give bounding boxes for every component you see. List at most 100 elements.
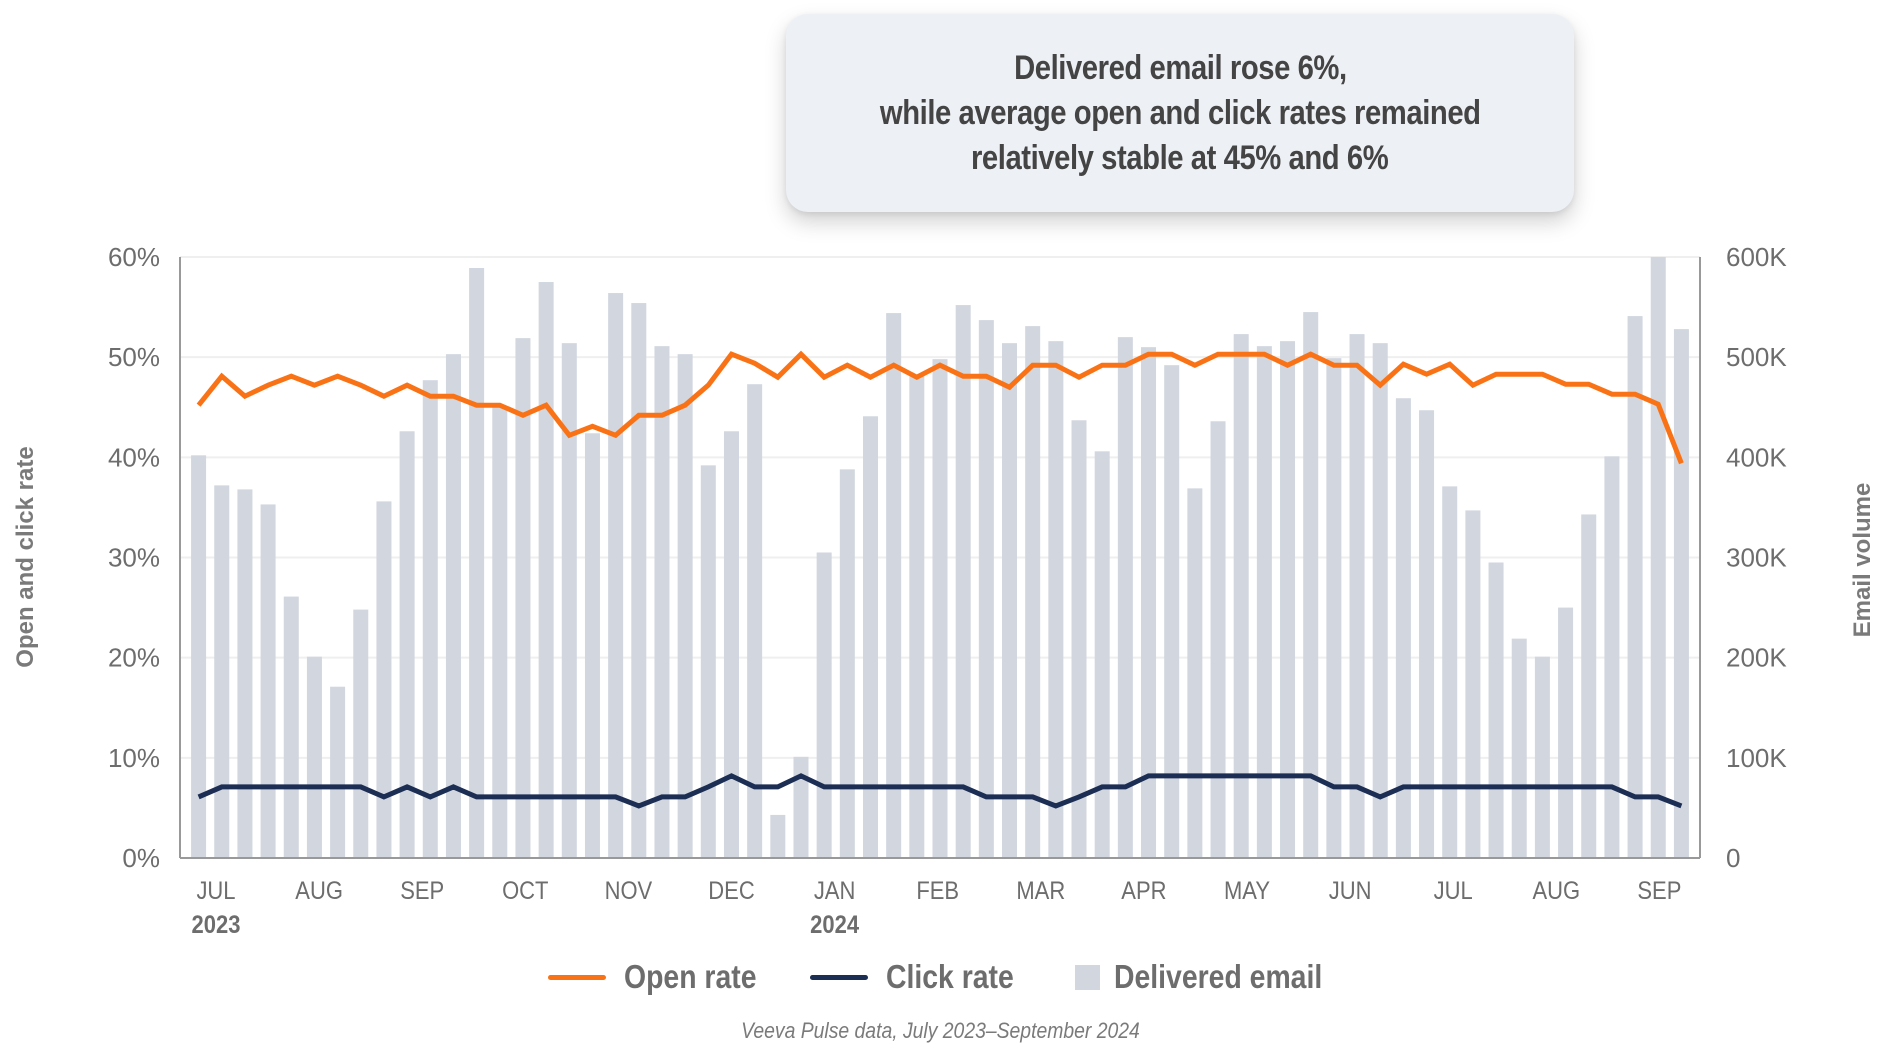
right-axis-title: Email volume (1849, 483, 1876, 638)
delivered-email-bar (654, 346, 670, 858)
delivered-email-bar (1558, 607, 1574, 858)
delivered-email-bar (469, 268, 485, 859)
legend-delivered-email-label: Delivered email (1114, 958, 1323, 995)
right-tick-label: 400K (1726, 442, 1787, 472)
callout-line-2: while average open and click rates remai… (879, 93, 1481, 132)
delivered-email-swatch (1075, 964, 1100, 990)
delivered-email-bar (1002, 343, 1018, 859)
left-tick-label: 60% (108, 242, 160, 272)
delivered-email-bar (1673, 329, 1689, 858)
month-label: NOV (605, 877, 653, 905)
delivered-email-bar (191, 455, 207, 858)
delivered-email-bar (770, 814, 786, 858)
delivered-email-bar (1465, 510, 1481, 858)
callout-line-3: relatively stable at 45% and 6% (971, 138, 1389, 177)
delivered-email-bar (1303, 312, 1319, 858)
delivered-email-bar (1233, 334, 1249, 859)
month-label: AUG (295, 877, 343, 905)
left-tick-label: 10% (108, 743, 160, 773)
delivered-email-bar (237, 489, 253, 858)
month-label: DEC (708, 877, 754, 905)
month-label: MAY (1224, 877, 1270, 905)
delivered-email-bar (445, 354, 461, 858)
delivered-email-bar (955, 305, 971, 859)
legend: Open rate Click rate Delivered email (0, 952, 1880, 1002)
callout-line-1: Delivered email rose 6%, (1013, 48, 1347, 87)
delivered-email-bar (538, 282, 554, 859)
delivered-email-bar (1581, 514, 1597, 858)
month-label: JUL (196, 877, 235, 905)
month-label: MAR (1016, 877, 1065, 905)
delivered-email-bar (330, 686, 346, 858)
delivered-email-bar (816, 552, 832, 858)
right-tick-label: 200K (1726, 643, 1787, 673)
legend-open-rate-label: Open rate (624, 958, 757, 995)
right-tick-label: 600K (1726, 242, 1787, 272)
right-tick-label: 0 (1726, 843, 1740, 873)
delivered-email-bar (1627, 316, 1643, 858)
left-tick-label: 40% (108, 442, 160, 472)
delivered-email-bar (1326, 358, 1342, 858)
delivered-email-bar (1419, 410, 1435, 858)
delivered-email-bar (1094, 451, 1110, 858)
open-rate-swatch (548, 974, 606, 980)
delivered-email-bar (1488, 562, 1504, 858)
delivered-email-bar (723, 431, 739, 858)
year-label: 2024 (810, 911, 859, 939)
delivered-email-bar (932, 359, 948, 858)
tick-labels: 0% 0 10% 100K 20% 200K 30% 300K 40% 400K 50% 500K 60… (108, 242, 1787, 938)
delivered-email-bar (793, 756, 809, 858)
delivered-email-bar (1256, 346, 1272, 858)
delivered-email-bar (1187, 488, 1203, 858)
legend-open-rate: Open rate (548, 952, 778, 1002)
legend-click-rate-label: Click rate (886, 958, 1014, 995)
open-rate-line (196, 350, 1684, 465)
rate-lines (196, 350, 1684, 809)
delivered-email-bar (909, 376, 925, 858)
footnote-text: Veeva Pulse data, July 2023–September 20… (740, 1018, 1140, 1043)
delivered-email-bar (1650, 257, 1666, 858)
delivered-email-bar (978, 320, 994, 859)
month-label: JAN (814, 877, 856, 905)
axes (179, 257, 1701, 859)
delivered-email-bar (1349, 334, 1365, 859)
delivered-email-bar (584, 433, 600, 858)
delivered-email-bar (886, 313, 902, 858)
delivered-email-bar (1048, 341, 1064, 858)
delivered-email-bar (1117, 337, 1133, 859)
delivered-email-bar (399, 431, 415, 858)
month-label: JUL (1434, 877, 1473, 905)
month-label: SEP (1637, 877, 1681, 905)
month-label: FEB (916, 877, 959, 905)
click-rate-line (197, 773, 1683, 809)
legend-delivered-email: Delivered email (1075, 952, 1356, 1002)
left-tick-label: 50% (108, 342, 160, 372)
legend-click-rate: Click rate (810, 952, 1035, 1002)
delivered-email-bar (306, 656, 322, 858)
delivered-email-bar (608, 293, 624, 858)
left-tick-label: 0% (122, 843, 160, 873)
month-label: AUG (1532, 877, 1580, 905)
month-label: OCT (502, 877, 548, 905)
delivered-email-bar (1372, 343, 1388, 859)
delivered-email-bar (561, 343, 577, 859)
delivered-email-bar (283, 596, 299, 858)
source-footnote: Veeva Pulse data, July 2023–September 20… (0, 1018, 1880, 1044)
click-rate-swatch (810, 974, 868, 980)
delivered-email-bar (1395, 398, 1411, 858)
delivered-email-bar (1511, 638, 1527, 858)
delivered-email-bar (515, 338, 531, 858)
year-label: 2023 (192, 911, 241, 939)
delivered-email-bar (747, 384, 763, 858)
delivered-email-bar (214, 485, 230, 858)
delivered-email-bar (353, 609, 369, 858)
callout-box: Delivered email rose 6%, while average o… (786, 14, 1574, 212)
delivered-email-bar (422, 380, 438, 858)
delivered-email-bar (1210, 421, 1226, 858)
delivered-email-bar (631, 303, 647, 858)
delivered-email-bar (700, 465, 716, 858)
delivered-email-bar (1604, 456, 1620, 858)
right-tick-label: 500K (1726, 342, 1787, 372)
delivered-email-bar (1442, 486, 1458, 858)
right-tick-label: 300K (1726, 543, 1787, 573)
